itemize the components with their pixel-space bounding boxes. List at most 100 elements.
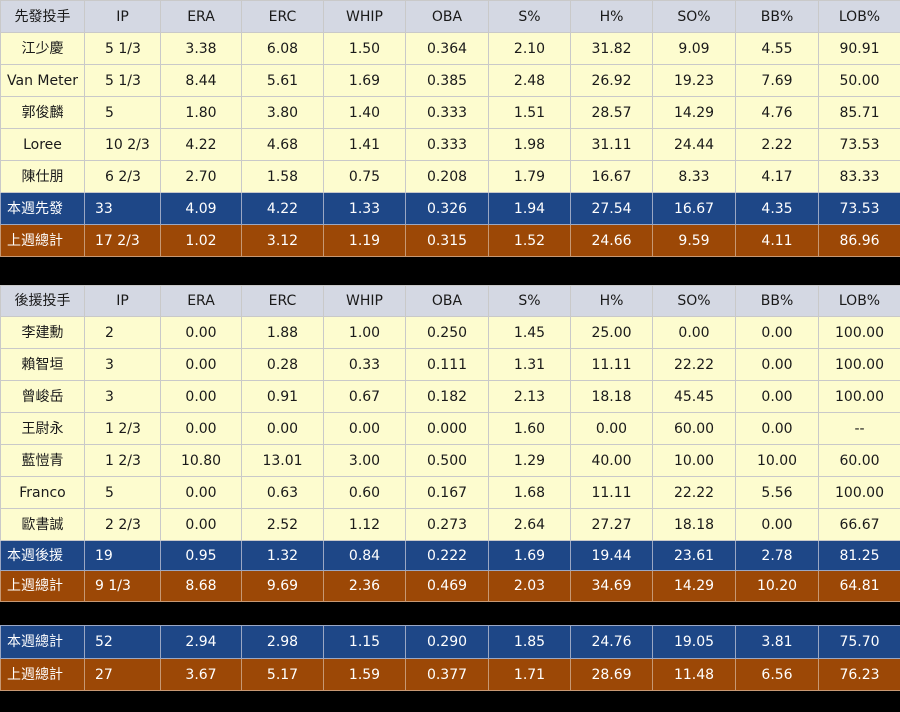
cell-erc: 0.28 (241, 348, 324, 381)
pitcher-row: 歐書誠 2 2/3 0.00 2.52 1.12 0.273 2.64 27.27 18.18 0… (0, 508, 900, 541)
cell-era: 0.00 (160, 476, 242, 509)
header-name: 後援投手 (0, 285, 85, 317)
pitcher-row: 藍愷青 1 2/3 10.80 13.01 3.00 0.500 1.29 40.00 10.0… (0, 444, 900, 477)
header-so-pct: SO% (652, 285, 736, 317)
cell-name: 本週總計 (0, 625, 85, 659)
cell-oba: 0.222 (405, 540, 489, 571)
cell-lob-pct: 64.81 (818, 570, 900, 602)
cell-bb-pct: 4.17 (735, 160, 819, 193)
cell-era: 10.80 (160, 444, 242, 477)
cell-name: 李建勳 (0, 316, 85, 349)
relievers-header-row: 後援投手 IP ERA ERC WHIP OBA S% H% SO% BB% L… (0, 285, 900, 317)
cell-name: 上週總計 (0, 570, 85, 602)
cell-so-pct: 11.48 (652, 658, 736, 691)
cell-erc: 0.63 (241, 476, 324, 509)
cell-bb-pct: 0.00 (735, 316, 819, 349)
cell-whip: 1.41 (323, 128, 406, 161)
cell-erc: 3.80 (241, 96, 324, 129)
cell-so-pct: 10.00 (652, 444, 736, 477)
cell-ip: 33 (84, 192, 161, 225)
relievers-table: 後援投手 IP ERA ERC WHIP OBA S% H% SO% BB% L… (0, 285, 900, 602)
cell-bb-pct: 4.55 (735, 32, 819, 65)
cell-ip: 3 (84, 380, 161, 413)
cell-lob-pct: 100.00 (818, 316, 900, 349)
cell-oba: 0.273 (405, 508, 489, 541)
cell-era: 2.70 (160, 160, 242, 193)
cell-era: 1.80 (160, 96, 242, 129)
cell-bb-pct: 3.81 (735, 625, 819, 659)
totals-body: 本週總計 52 2.94 2.98 1.15 0.290 1.85 24.76 19.05 3.8… (0, 625, 900, 691)
cell-era: 3.38 (160, 32, 242, 65)
cell-era: 8.68 (160, 570, 242, 602)
cell-s-pct: 1.45 (488, 316, 571, 349)
cell-name: 江少慶 (0, 32, 85, 65)
cell-lob-pct: 66.67 (818, 508, 900, 541)
cell-oba: 0.208 (405, 160, 489, 193)
cell-name: 陳仕朋 (0, 160, 85, 193)
cell-erc: 5.17 (241, 658, 324, 691)
cell-s-pct: 1.71 (488, 658, 571, 691)
cell-h-pct: 40.00 (570, 444, 653, 477)
cell-s-pct: 1.68 (488, 476, 571, 509)
cell-ip: 9 1/3 (84, 570, 161, 602)
header-bb-pct: BB% (735, 285, 819, 317)
cell-ip: 2 (84, 316, 161, 349)
cell-erc: 4.68 (241, 128, 324, 161)
cell-oba: 0.500 (405, 444, 489, 477)
cell-oba: 0.469 (405, 570, 489, 602)
cell-whip: 0.75 (323, 160, 406, 193)
cell-ip: 52 (84, 625, 161, 659)
cell-oba: 0.385 (405, 64, 489, 97)
cell-era: 1.02 (160, 224, 242, 257)
cell-name: Franco (0, 476, 85, 509)
starters-last-row: 上週總計 17 2/3 1.02 3.12 1.19 0.315 1.52 24.66 9.59… (0, 224, 900, 257)
pitcher-row: 曾峻岳 3 0.00 0.91 0.67 0.182 2.13 18.18 45.45 0.00 1… (0, 380, 900, 413)
cell-lob-pct: 60.00 (818, 444, 900, 477)
cell-ip: 1 2/3 (84, 444, 161, 477)
cell-s-pct: 2.48 (488, 64, 571, 97)
cell-bb-pct: 4.35 (735, 192, 819, 225)
header-lob-pct: LOB% (818, 0, 900, 33)
cell-bb-pct: 10.00 (735, 444, 819, 477)
cell-h-pct: 31.82 (570, 32, 653, 65)
cell-h-pct: 11.11 (570, 348, 653, 381)
header-so-pct: SO% (652, 0, 736, 33)
cell-so-pct: 24.44 (652, 128, 736, 161)
header-erc: ERC (241, 0, 324, 33)
totals-table: 本週總計 52 2.94 2.98 1.15 0.290 1.85 24.76 19.05 3.8… (0, 625, 900, 691)
header-h-pct: H% (570, 285, 653, 317)
starters-table: 先發投手 IP ERA ERC WHIP OBA S% H% SO% BB% L… (0, 0, 900, 257)
cell-bb-pct: 0.00 (735, 380, 819, 413)
header-era: ERA (160, 0, 242, 33)
cell-h-pct: 28.57 (570, 96, 653, 129)
cell-s-pct: 2.13 (488, 380, 571, 413)
cell-name: 上週總計 (0, 224, 85, 257)
cell-s-pct: 1.60 (488, 412, 571, 445)
cell-whip: 1.40 (323, 96, 406, 129)
header-whip: WHIP (323, 0, 406, 33)
cell-bb-pct: 0.00 (735, 412, 819, 445)
cell-so-pct: 60.00 (652, 412, 736, 445)
cell-bb-pct: 10.20 (735, 570, 819, 602)
cell-so-pct: 22.22 (652, 476, 736, 509)
cell-bb-pct: 2.78 (735, 540, 819, 571)
relievers-summary: 本週後援 19 0.95 1.32 0.84 0.222 1.69 19.44 23.61 2.7… (0, 540, 900, 602)
cell-oba: 0.250 (405, 316, 489, 349)
cell-s-pct: 1.85 (488, 625, 571, 659)
cell-erc: 5.61 (241, 64, 324, 97)
pitcher-row: 郭俊麟 5 1.80 3.80 1.40 0.333 1.51 28.57 14.29 4.76 8… (0, 96, 900, 129)
cell-s-pct: 2.10 (488, 32, 571, 65)
cell-h-pct: 34.69 (570, 570, 653, 602)
cell-h-pct: 18.18 (570, 380, 653, 413)
header-h-pct: H% (570, 0, 653, 33)
cell-h-pct: 19.44 (570, 540, 653, 571)
cell-oba: 0.167 (405, 476, 489, 509)
cell-ip: 10 2/3 (84, 128, 161, 161)
cell-h-pct: 0.00 (570, 412, 653, 445)
cell-era: 0.95 (160, 540, 242, 571)
cell-lob-pct: 75.70 (818, 625, 900, 659)
cell-ip: 19 (84, 540, 161, 571)
cell-erc: 1.32 (241, 540, 324, 571)
relievers-last-row: 上週總計 9 1/3 8.68 9.69 2.36 0.469 2.03 34.69 14.29… (0, 570, 900, 602)
cell-so-pct: 8.33 (652, 160, 736, 193)
